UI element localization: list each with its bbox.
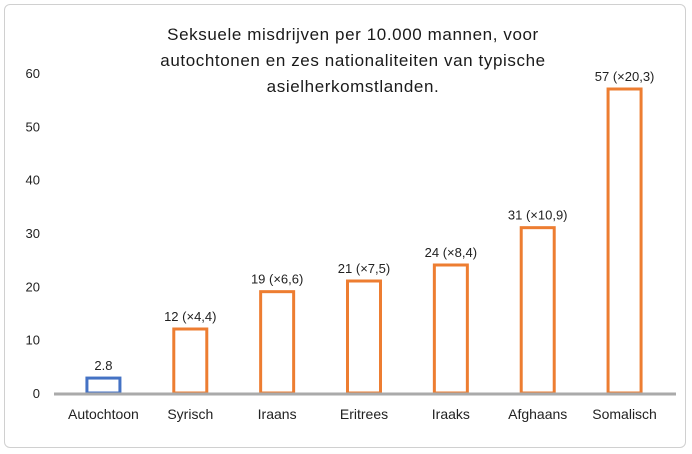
x-tick-label: Somalisch — [592, 406, 657, 422]
x-tick-label: Iraans — [258, 406, 297, 422]
y-tick-label: 10 — [26, 333, 40, 348]
bar-autochtoon — [85, 376, 122, 395]
data-label: 21 (×7,5) — [338, 261, 390, 276]
chart-title-line-2: autochtonen en zes nationaliteiten van t… — [160, 51, 545, 70]
data-label: 2.8 — [94, 358, 112, 373]
chart-title-line-1: Seksuele misdrijven per 10.000 mannen, v… — [167, 25, 539, 44]
data-label: 31 (×10,9) — [508, 208, 568, 223]
x-tick-label: Autochtoon — [68, 406, 139, 422]
y-tick-label: 20 — [26, 279, 40, 294]
data-label: 57 (×20,3) — [595, 69, 655, 84]
bar-syrisch — [172, 327, 209, 395]
data-labels: 2.8 12 (×4,4) 19 (×6,6) 21 (×7,5) 24 (×8,4) 3… — [94, 69, 654, 373]
x-axis-category-labels: Autochtoon Syrisch Iraans Eritrees Iraaks Afg… — [68, 406, 657, 422]
y-tick-label: 60 — [26, 66, 40, 81]
x-tick-label: Afghaans — [508, 406, 567, 422]
x-tick-label: Eritrees — [340, 406, 388, 422]
bar-somalisch — [606, 87, 643, 395]
y-tick-label: 40 — [26, 173, 40, 188]
x-tick-label: Iraaks — [432, 406, 470, 422]
chart-title: Seksuele misdrijven per 10.000 mannen, v… — [160, 25, 545, 96]
y-tick-label: 0 — [33, 386, 40, 401]
y-axis-ticks: 0 10 20 30 40 50 60 — [26, 66, 40, 401]
data-label: 12 (×4,4) — [164, 309, 216, 324]
y-tick-label: 50 — [26, 119, 40, 134]
data-label: 24 (×8,4) — [425, 245, 477, 260]
bar-iraans — [259, 290, 296, 395]
chart-title-line-3: asielherkomstlanden. — [267, 77, 440, 96]
bar-series — [85, 87, 643, 395]
x-tick-label: Syrisch — [167, 406, 213, 422]
chart-frame — [4, 4, 686, 448]
y-tick-label: 30 — [26, 226, 40, 241]
bar-afghaans — [519, 226, 556, 395]
data-label: 19 (×6,6) — [251, 272, 303, 287]
bar-iraaks — [432, 263, 469, 395]
bar-eritrees — [346, 279, 382, 395]
